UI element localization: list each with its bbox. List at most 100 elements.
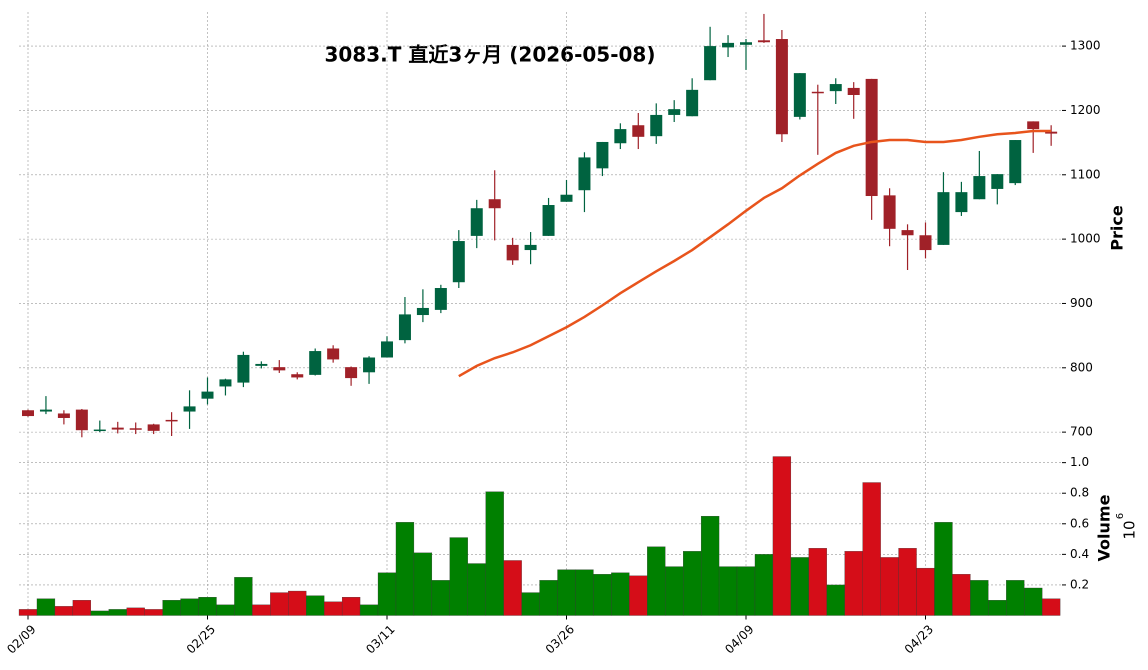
volume-bar (557, 569, 576, 616)
volume-scale-power: 6 (1115, 513, 1126, 519)
volume-bar (288, 590, 307, 616)
y-axis-label: Price (1108, 205, 1127, 251)
volume-bar (772, 456, 792, 616)
x-tick-label: 04/23 (902, 622, 936, 656)
volume-bar (449, 537, 468, 616)
volume-bar (665, 566, 684, 616)
volume-bar (880, 557, 899, 616)
candle-body (363, 357, 376, 373)
candle-body (829, 84, 842, 92)
volume-bar (700, 515, 720, 616)
volume-bar (216, 604, 235, 616)
volume-bar (575, 569, 594, 616)
volume-bar (359, 604, 379, 616)
candle-body (955, 192, 968, 213)
candle-body (704, 46, 717, 81)
volume-bar (970, 580, 989, 616)
volume-bar (377, 572, 397, 616)
volume-bar (898, 548, 917, 616)
candle-body (722, 42, 735, 48)
candle-body (75, 409, 88, 431)
candle-body (614, 129, 627, 144)
volume-bar (790, 557, 809, 616)
y-tick-label: 0.6 (1070, 516, 1089, 530)
y-tick-label: 0.8 (1070, 486, 1089, 500)
candle-body (506, 244, 519, 261)
volume-bar (324, 601, 343, 616)
y-tick-label: 0.4 (1070, 547, 1089, 561)
candle-body (524, 244, 537, 251)
volume-bar (395, 522, 415, 616)
volume-bar (252, 604, 271, 616)
candle-body (919, 235, 932, 251)
candle-body (309, 351, 322, 375)
volume-bar (18, 609, 38, 616)
volume-bar (180, 598, 199, 616)
volume-bar (36, 598, 56, 616)
y-tick-label: 1100 (1070, 167, 1101, 181)
volume-bar (108, 609, 127, 616)
volume-bar (431, 580, 450, 616)
candle-body (596, 141, 609, 169)
volume-bar (270, 592, 289, 616)
candle-body (219, 379, 232, 387)
candle-body (327, 348, 340, 360)
y-tick-label: 700 (1070, 425, 1093, 439)
volume-scale-base: 10 (1121, 520, 1139, 539)
volume-bar (916, 567, 935, 616)
candle-body (93, 429, 106, 432)
volume-bar (1006, 580, 1025, 616)
candle-body (201, 391, 214, 399)
volume-bar (503, 560, 522, 616)
volume-bar (952, 574, 971, 616)
candle-body (757, 40, 770, 43)
x-tick-label: 02/25 (184, 622, 218, 656)
candle-body (22, 410, 34, 417)
candle-body (183, 406, 196, 412)
candle-body (811, 91, 824, 94)
volume-bar (144, 609, 163, 616)
chart-title: 3083.T 直近3ヶ月 (2026-05-08) (325, 43, 656, 67)
candle-body (237, 354, 250, 383)
volume-bar (647, 546, 666, 616)
candle-body (291, 374, 304, 378)
candle-body (470, 208, 483, 236)
candle-body (381, 341, 393, 358)
candle-body (991, 174, 1004, 189)
volume-bar (234, 577, 253, 616)
volume-bar (862, 482, 881, 616)
volume-bar (72, 600, 91, 616)
candle-body (650, 114, 663, 137)
volume-bar (467, 563, 486, 616)
candle-body (111, 427, 124, 430)
volume-bar (683, 551, 702, 616)
volume-bar (162, 600, 181, 616)
candle-body (740, 42, 752, 45)
candle-body (1045, 131, 1058, 134)
y-tick-label: 0.2 (1070, 577, 1089, 591)
volume-bar (485, 491, 504, 616)
candle-body (273, 367, 286, 371)
volume-bar (198, 597, 217, 616)
volume-bar (826, 584, 845, 616)
volume-bar (1024, 587, 1043, 616)
volume-bar (629, 575, 648, 616)
volume-bar (539, 580, 558, 616)
candle-body (39, 409, 52, 412)
candle-body (847, 87, 860, 95)
volume-bar (90, 610, 109, 616)
candle-body (488, 199, 501, 209)
candle-body (686, 89, 699, 117)
x-tick-label: 03/26 (543, 622, 577, 656)
candle-body (937, 192, 950, 245)
volume-axis-label: Volume (1095, 494, 1114, 561)
y-tick-label: 1300 (1070, 39, 1101, 53)
x-tick-label: 02/09 (4, 622, 38, 656)
candle-body (883, 195, 896, 229)
candle-body (255, 363, 268, 366)
volume-bar (934, 522, 953, 616)
y-tick-label: 1000 (1070, 232, 1101, 246)
candle-body (668, 109, 681, 115)
candle-body (1027, 121, 1040, 130)
